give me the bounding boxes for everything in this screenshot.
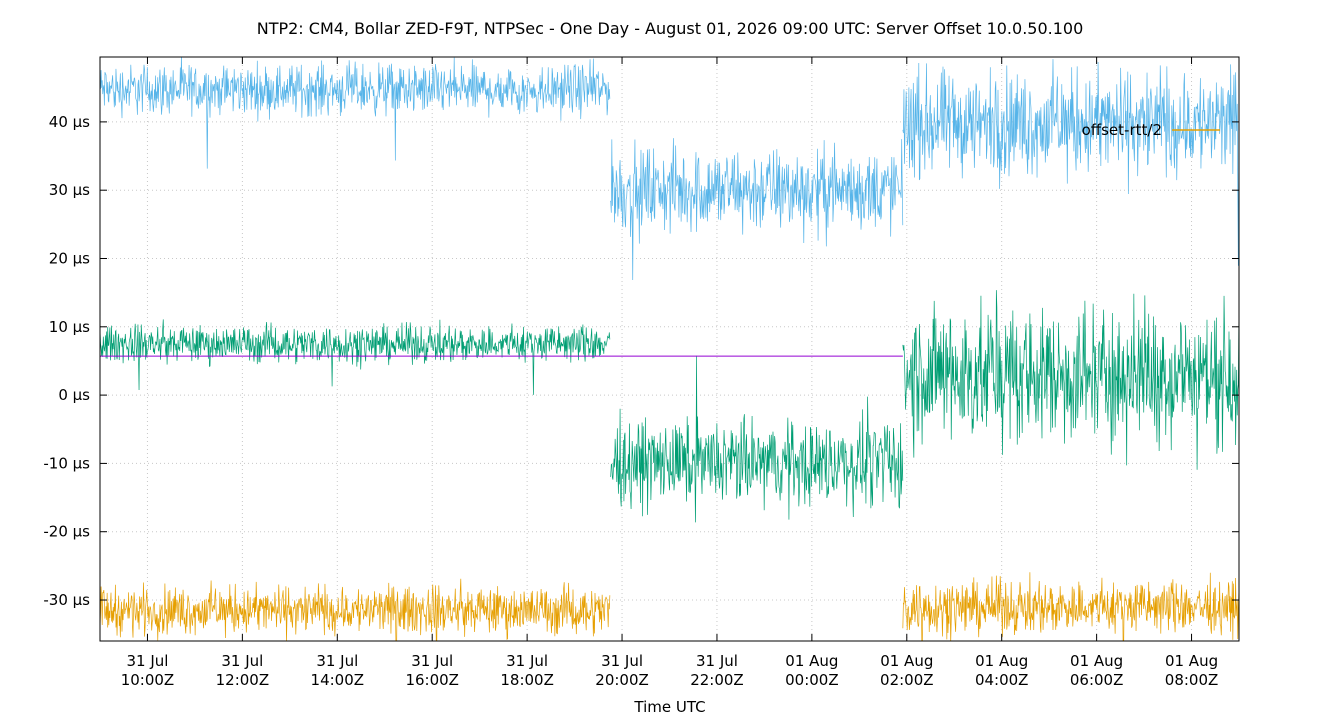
x-tick-label-time: 14:00Z [311,671,365,689]
series-line-2-1 [902,572,1239,641]
series-line-1-0 [100,319,611,395]
x-tick-label-time: 16:00Z [405,671,459,689]
x-tick-label-date: 31 Jul [126,652,168,670]
x-tick-label-time: 02:00Z [880,671,934,689]
x-tick-label-date: 31 Jul [411,652,453,670]
x-tick-label-time: 20:00Z [595,671,649,689]
x-tick-label-time: 00:00Z [785,671,839,689]
series-line-0-2 [902,59,1239,266]
plot-border [99,56,1240,642]
x-tick-label-date: 31 Jul [601,652,643,670]
series-line-1-2 [902,290,1239,470]
x-tick-label-date: 31 Jul [696,652,738,670]
series-line-0-1 [609,138,904,281]
y-tick-label: 20 µs [49,249,90,267]
series-line-2-0 [100,578,611,641]
x-tick-label-time: 04:00Z [975,671,1029,689]
series-line-0-0 [100,57,611,169]
legend-label-offset-rtt: offset-rtt/2 [1082,121,1162,139]
x-tick-label-time: 06:00Z [1070,671,1124,689]
x-tick-label-time: 22:00Z [690,671,744,689]
chart-title: NTP2: CM4, Bollar ZED-F9T, NTPSec - One … [257,19,1084,38]
series-layer [100,57,1239,641]
x-axis-label: Time UTC [633,698,705,716]
y-tick-label: 0 µs [58,386,90,404]
x-tick-label-date: 01 Aug [1070,652,1123,670]
x-tick-label-time: 18:00Z [500,671,554,689]
x-tick-label-date: 31 Jul [316,652,358,670]
y-tick-label: 30 µs [49,181,90,199]
x-tick-label-time: 12:00Z [216,671,270,689]
y-tick-label: -20 µs [43,523,90,541]
grid [100,57,1239,641]
series-line-1-1 [610,355,904,523]
x-tick-label-time: 08:00Z [1165,671,1219,689]
x-tick-label-date: 01 Aug [1165,652,1218,670]
axis-ticks: 40 µs 30 µs 20 µs 10 µs 0 µs -10 µs -20 µs -30 … [43,57,1239,689]
legend: offset-rtt/2 [1082,121,1220,139]
x-tick-label-time: 10:00Z [121,671,175,689]
y-tick-label: -30 µs [43,591,90,609]
x-tick-label-date: 01 Aug [785,652,838,670]
y-tick-label: 10 µs [49,318,90,336]
x-tick-label-date: 01 Aug [880,652,933,670]
x-tick-label-date: 31 Jul [221,652,263,670]
y-tick-label: -10 µs [43,454,90,472]
x-tick-label-date: 01 Aug [975,652,1028,670]
x-tick-label-date: 31 Jul [506,652,548,670]
y-tick-label: 40 µs [49,113,90,131]
